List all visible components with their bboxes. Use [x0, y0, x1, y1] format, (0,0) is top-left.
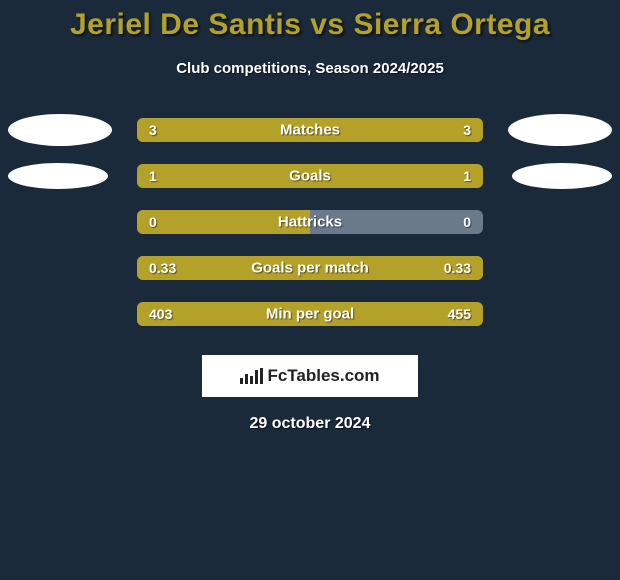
stat-bar: 0 0 Hattricks [137, 210, 483, 234]
stat-bar: 403 455 Min per goal [137, 302, 483, 326]
stat-left-value: 0.33 [149, 260, 176, 276]
stat-bar: 0.33 0.33 Goals per match [137, 256, 483, 280]
stat-label: Min per goal [266, 306, 354, 323]
site-logo[interactable]: FcTables.com [202, 355, 418, 397]
title-text: Jeriel De Santis vs Sierra Ortega [70, 8, 550, 41]
stat-row: 3 3 Matches [0, 107, 620, 153]
stat-label: Hattricks [278, 214, 342, 231]
stat-left-value: 3 [149, 122, 157, 138]
stat-right-value: 0 [463, 214, 471, 230]
stat-label: Matches [280, 122, 340, 139]
bar-right-fill [310, 164, 483, 188]
chart-bars-icon [240, 368, 263, 384]
page-title: Jeriel De Santis vs Sierra Ortega [0, 8, 620, 42]
stat-right-value: 0.33 [444, 260, 471, 276]
stat-bar: 3 3 Matches [137, 118, 483, 142]
player-right-avatar [512, 163, 612, 189]
stat-bar: 1 1 Goals [137, 164, 483, 188]
comparison-card: Jeriel De Santis vs Sierra Ortega Club c… [0, 0, 620, 433]
player-left-avatar [8, 163, 108, 189]
player-left-avatar [8, 114, 112, 146]
stat-left-value: 1 [149, 168, 157, 184]
player-right-avatar [508, 114, 612, 146]
stat-left-value: 0 [149, 214, 157, 230]
bar-left-fill [137, 164, 310, 188]
stat-row: 403 455 Min per goal [0, 291, 620, 337]
subtitle: Club competitions, Season 2024/2025 [0, 60, 620, 77]
stat-row: 1 1 Goals [0, 153, 620, 199]
stat-row: 0.33 0.33 Goals per match [0, 245, 620, 291]
stat-row: 0 0 Hattricks [0, 199, 620, 245]
stat-label: Goals [289, 168, 331, 185]
logo-text: FcTables.com [267, 366, 379, 386]
stat-rows: 3 3 Matches 1 1 Goals 0 0 Hattricks 0.33 0.33 Goals… [0, 107, 620, 337]
stat-right-value: 3 [463, 122, 471, 138]
date-label: 29 october 2024 [0, 415, 620, 433]
stat-left-value: 403 [149, 306, 172, 322]
stat-label: Goals per match [251, 260, 369, 277]
stat-right-value: 1 [463, 168, 471, 184]
stat-right-value: 455 [448, 306, 471, 322]
